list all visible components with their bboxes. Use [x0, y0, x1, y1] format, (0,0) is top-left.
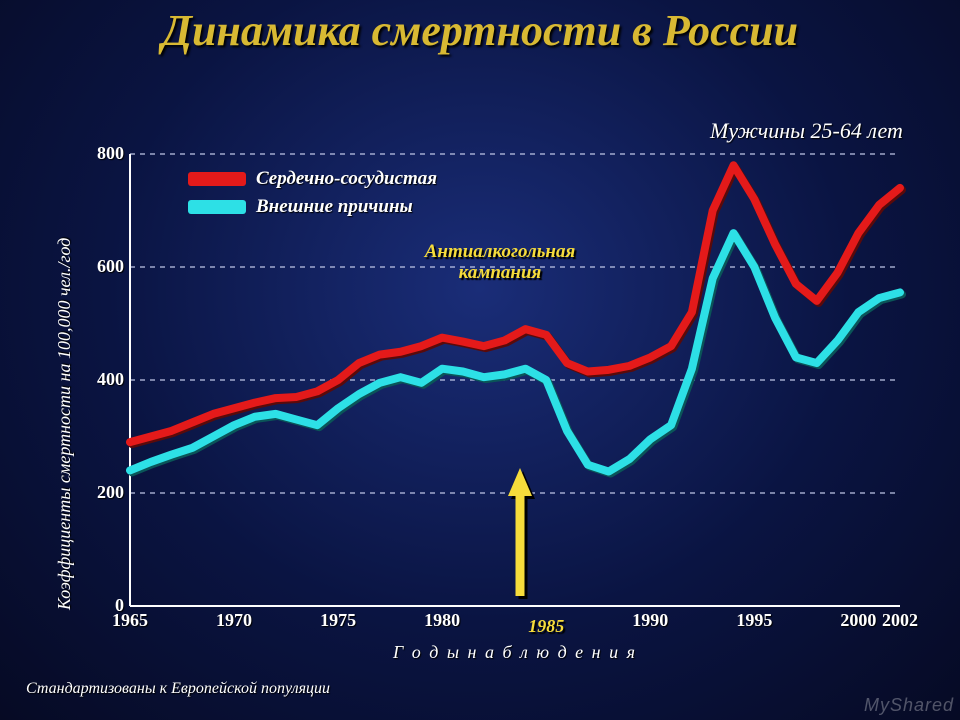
x-tick-label-highlight: 1985 — [528, 616, 564, 637]
y-tick-label: 600 — [74, 256, 124, 277]
annotation-arrow — [508, 468, 535, 599]
chart-footer: Стандартизованы к Европейской популяции — [26, 680, 330, 698]
series-line — [130, 165, 900, 442]
x-tick-label: 1975 — [320, 610, 356, 631]
x-tick-label: 1990 — [632, 610, 668, 631]
y-tick-label: 400 — [74, 369, 124, 390]
watermark: MyShared — [864, 695, 954, 716]
x-tick-label: 2000 — [840, 610, 876, 631]
y-tick-label: 800 — [74, 143, 124, 164]
x-tick-label: 1980 — [424, 610, 460, 631]
x-tick-label: 1995 — [736, 610, 772, 631]
y-tick-label: 200 — [74, 482, 124, 503]
x-tick-label: 1965 — [112, 610, 148, 631]
x-axis-label: Г о д ы н а б л ю д е н и я — [393, 642, 637, 663]
x-tick-label: 2002 — [882, 610, 918, 631]
x-tick-label: 1970 — [216, 610, 252, 631]
